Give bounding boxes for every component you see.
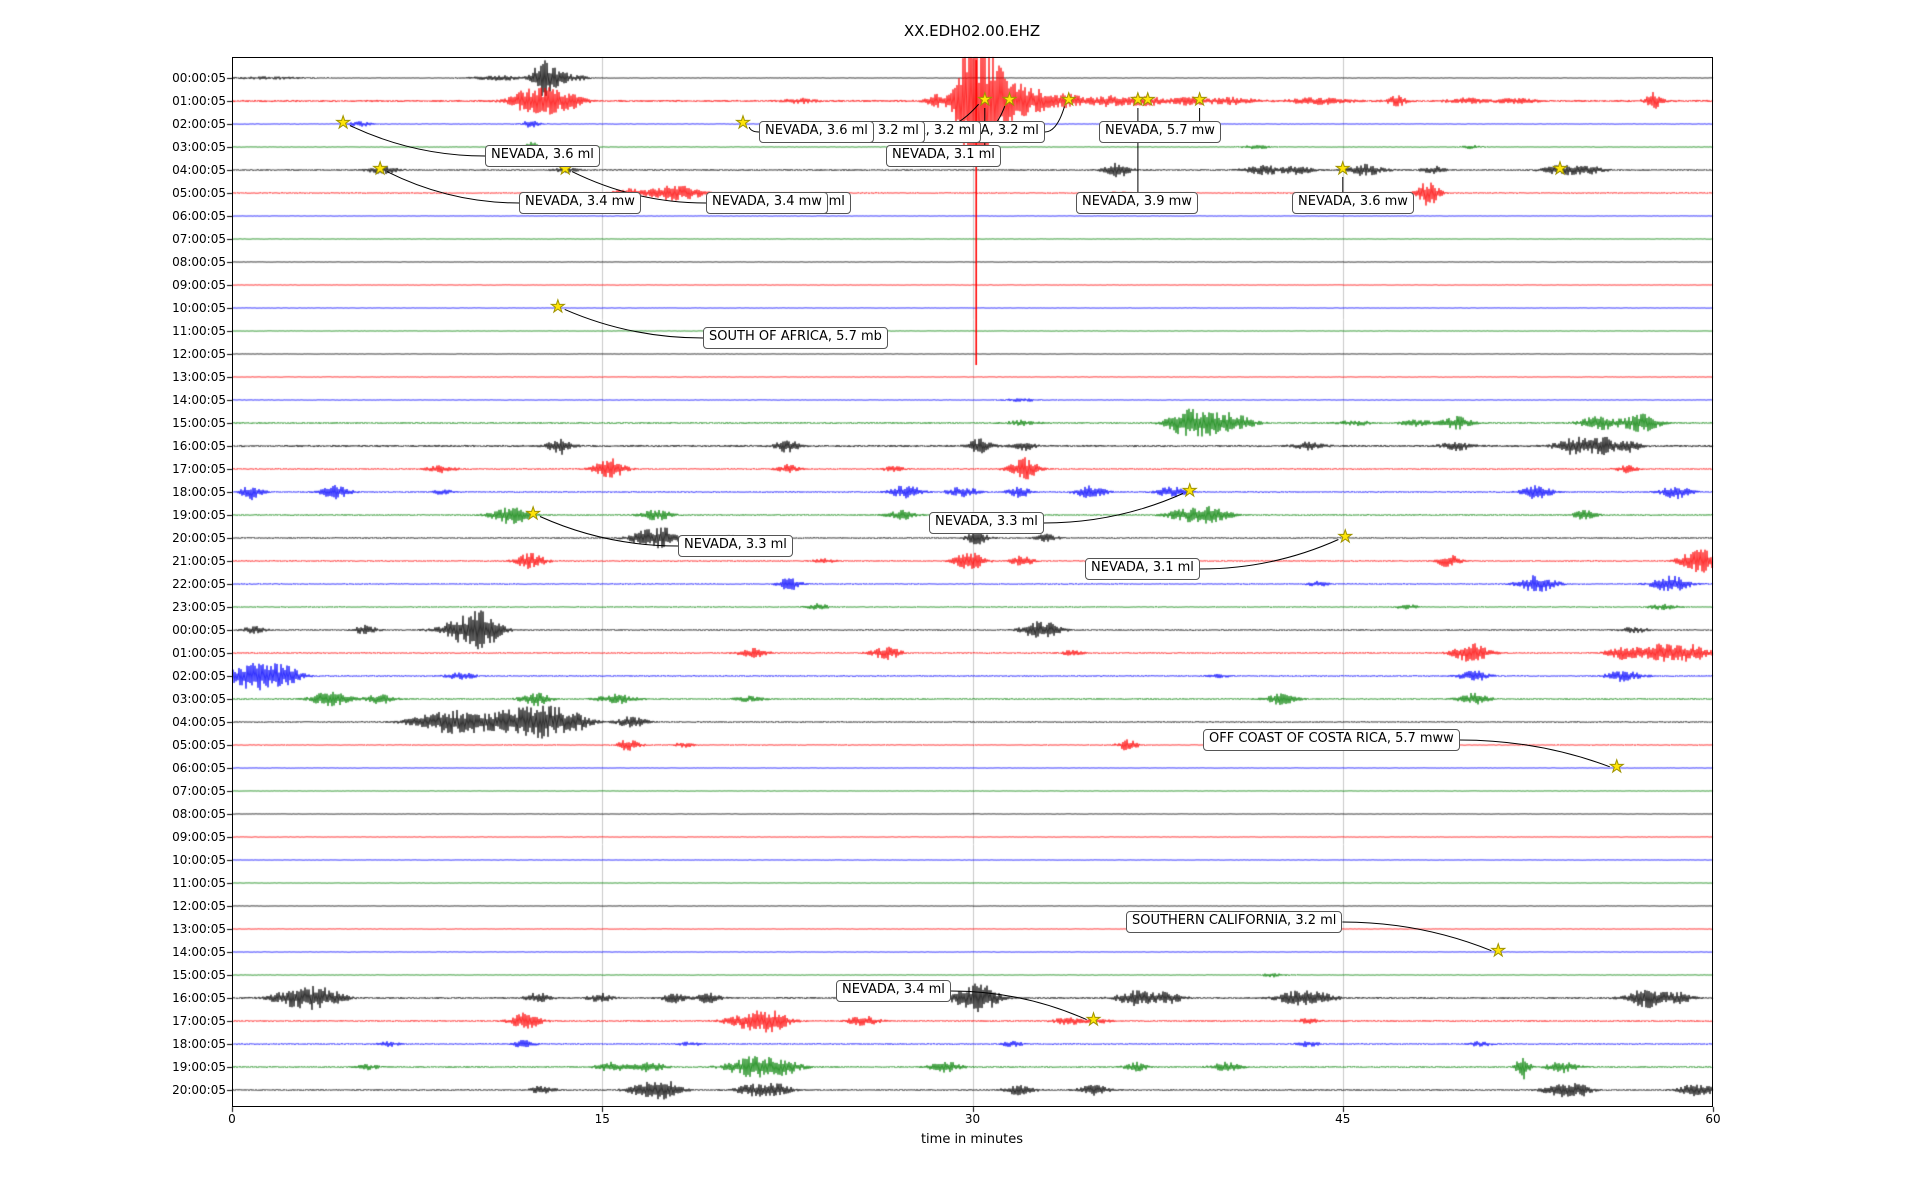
event-annotation-label: NEVADA, 3.4 mw (706, 192, 828, 214)
event-annotation-label: NEVADA, 3.4 ml (836, 980, 951, 1002)
event-annotation-label: NEVADA, 3.3 ml (678, 535, 793, 557)
event-annotation-label: NEVADA, 3.1 ml (886, 145, 1001, 167)
event-annotation-label: NEVADA, 3.3 ml (929, 512, 1044, 534)
event-annotation-label: NEVADA, 3.4 mw (519, 192, 641, 214)
event-annotation-label: NEVADA, 3.9 mw (1076, 192, 1198, 214)
event-annotation-label: NEVADA, 3.6 ml (485, 145, 600, 167)
event-annotation-label: NEVADA, 3.6 mw (1292, 192, 1414, 214)
event-annotation-label: NEVADA, 5.7 mw (1099, 121, 1221, 143)
event-annotation-label: NEVADA, 3.1 ml (1085, 558, 1200, 580)
event-annotation-label: OFF COAST OF COSTA RICA, 5.7 mww (1203, 729, 1460, 751)
event-annotation-label: SOUTHERN CALIFORNIA, 3.2 ml (1126, 911, 1343, 933)
event-annotation-label: SOUTH OF AFRICA, 5.7 mb (703, 327, 888, 349)
event-annotation-label: NEVADA, 3.6 ml (759, 121, 874, 143)
